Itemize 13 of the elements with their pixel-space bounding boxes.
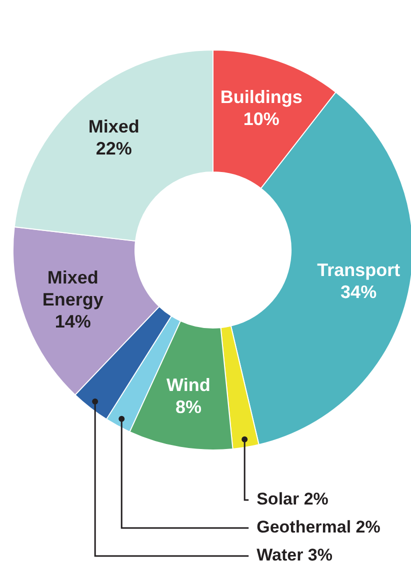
data-label: 14%	[54, 311, 91, 332]
slice-label: Solar 2%	[256, 489, 328, 508]
slice-label: Mixed	[88, 116, 140, 136]
data-label: 22%	[96, 138, 132, 158]
data-label: 8%	[175, 396, 202, 417]
slice-label: Mixed Energy	[42, 267, 104, 310]
data-label: 10%	[243, 108, 280, 129]
slice-label: Transport	[317, 260, 400, 280]
slice-label: Wind	[166, 374, 210, 395]
data-label: 34%	[340, 282, 377, 302]
slice-label: Water 3%	[256, 545, 333, 564]
slice-label: Geothermal 2%	[256, 517, 380, 536]
slice-label: Buildings	[220, 86, 302, 107]
